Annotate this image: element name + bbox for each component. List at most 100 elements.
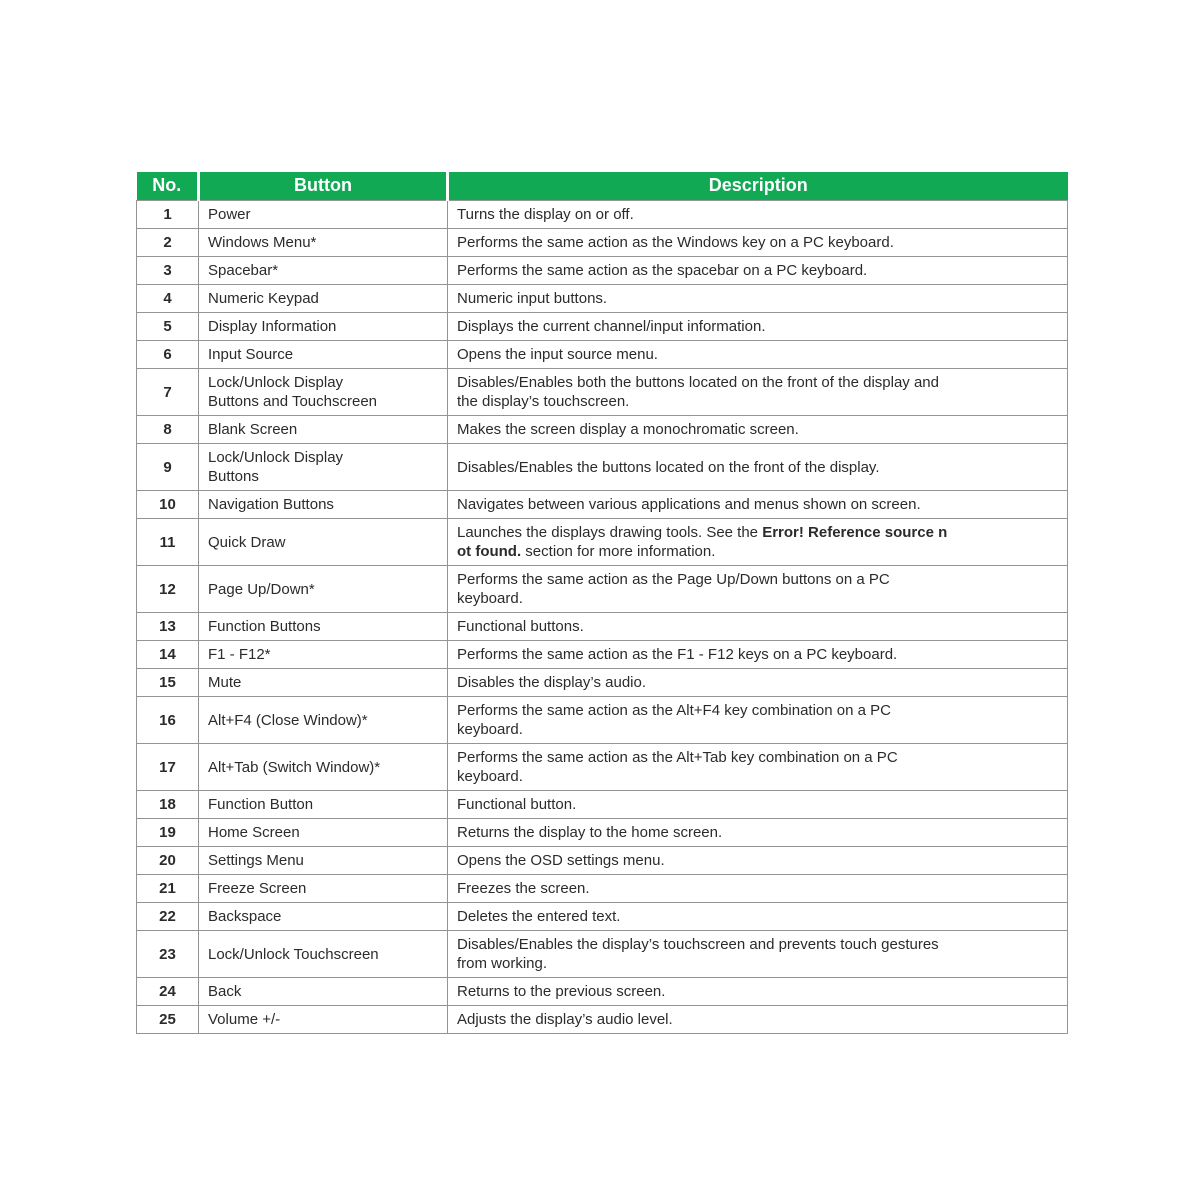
description-cell: Displays the current channel/input infor… — [447, 312, 1068, 341]
description-cell: Freezes the screen. — [447, 874, 1068, 903]
button-name-cell: Function Button — [198, 790, 448, 819]
row-number-cell: 24 — [136, 977, 199, 1006]
description-cell: Navigates between various applications a… — [447, 490, 1068, 519]
button-name-cell: Lock/Unlock Touchscreen — [198, 930, 448, 978]
table-row: 24 Back Returns to the previous screen. — [136, 977, 1068, 1006]
row-number-cell: 18 — [136, 790, 199, 819]
button-name-cell: Volume +/- — [198, 1005, 448, 1034]
table-row: 23 Lock/Unlock Touchscreen Disables/Enable… — [136, 930, 1068, 978]
button-name-cell: Spacebar* — [198, 256, 448, 285]
description-cell: Turns the display on or off. — [447, 200, 1068, 229]
row-number-cell: 25 — [136, 1005, 199, 1034]
button-name-cell: Settings Menu — [198, 846, 448, 875]
table-row: 5 Display Information Displays the current… — [136, 312, 1068, 341]
description-cell: Disables/Enables both the buttons locate… — [447, 368, 1068, 416]
row-number-cell: 19 — [136, 818, 199, 847]
button-name-cell: Lock/Unlock Display Buttons — [198, 443, 448, 491]
description-cell: Adjusts the display’s audio level. — [447, 1005, 1068, 1034]
button-name-cell: Function Buttons — [198, 612, 448, 641]
row-number-cell: 9 — [136, 443, 199, 491]
button-name-cell: Numeric Keypad — [198, 284, 448, 313]
button-name-cell: Power — [198, 200, 448, 229]
description-cell: Performs the same action as the F1 - F12… — [447, 640, 1068, 669]
row-number-cell: 23 — [136, 930, 199, 978]
row-number-cell: 20 — [136, 846, 199, 875]
table-row: 6 Input Source Opens the input source menu… — [136, 340, 1068, 369]
description-cell: Performs the same action as the Page Up/… — [447, 565, 1068, 613]
description-cell: Disables/Enables the display’s touchscre… — [447, 930, 1068, 978]
table-row: 2 Windows Menu* Performs the same action a… — [136, 228, 1068, 257]
table-body: 1 Power Turns the display on or off. 2 Windo… — [136, 200, 1068, 1034]
row-number-cell: 5 — [136, 312, 199, 341]
row-number-cell: 2 — [136, 228, 199, 257]
row-number-cell: 22 — [136, 902, 199, 931]
description-cell: Performs the same action as the Alt+F4 k… — [447, 696, 1068, 744]
description-cell: Opens the input source menu. — [447, 340, 1068, 369]
description-cell: Opens the OSD settings menu. — [447, 846, 1068, 875]
row-number-cell: 15 — [136, 668, 199, 697]
description-cell: Disables/Enables the buttons located on … — [447, 443, 1068, 491]
button-name-cell: Mute — [198, 668, 448, 697]
button-description-table: No. Button Description 1 Power Turns the d… — [136, 172, 1068, 1034]
table-row: 16 Alt+F4 (Close Window)* Performs the sam… — [136, 696, 1068, 744]
button-name-cell: Input Source — [198, 340, 448, 369]
button-name-cell: Alt+Tab (Switch Window)* — [198, 743, 448, 791]
row-number-cell: 7 — [136, 368, 199, 416]
table-row: 7 Lock/Unlock Display Buttons and Touchscr… — [136, 368, 1068, 416]
description-cell: Functional buttons. — [447, 612, 1068, 641]
button-name-cell: Display Information — [198, 312, 448, 341]
table-row: 11 Quick Draw Launches the displays drawin… — [136, 518, 1068, 566]
description-cell: Numeric input buttons. — [447, 284, 1068, 313]
table-row: 25 Volume +/- Adjusts the display’s audio … — [136, 1005, 1068, 1034]
table-row: 3 Spacebar* Performs the same action as th… — [136, 256, 1068, 285]
table-row: 12 Page Up/Down* Performs the same action … — [136, 565, 1068, 613]
button-name-cell: Home Screen — [198, 818, 448, 847]
table-row: 1 Power Turns the display on or off. — [136, 200, 1068, 229]
button-name-cell: Freeze Screen — [198, 874, 448, 903]
description-cell: Launches the displays drawing tools. See… — [447, 518, 1068, 566]
row-number-cell: 6 — [136, 340, 199, 369]
description-cell: Returns the display to the home screen. — [447, 818, 1068, 847]
row-number-cell: 17 — [136, 743, 199, 791]
button-name-cell: Alt+F4 (Close Window)* — [198, 696, 448, 744]
table-header: No. Button Description — [136, 172, 1068, 201]
description-cell: Deletes the entered text. — [447, 902, 1068, 931]
description-cell: Makes the screen display a monochromatic… — [447, 415, 1068, 444]
button-name-cell: Navigation Buttons — [198, 490, 448, 519]
row-number-cell: 14 — [136, 640, 199, 669]
description-cell: Performs the same action as the Windows … — [447, 228, 1068, 257]
button-name-cell: F1 - F12* — [198, 640, 448, 669]
row-number-cell: 8 — [136, 415, 199, 444]
table-row: 14 F1 - F12* Performs the same action as t… — [136, 640, 1068, 669]
description-cell: Performs the same action as the Alt+Tab … — [447, 743, 1068, 791]
table-row: 17 Alt+Tab (Switch Window)* Performs the s… — [136, 743, 1068, 791]
table-row: 9 Lock/Unlock Display Buttons Disables/Enab… — [136, 443, 1068, 491]
row-number-cell: 1 — [136, 200, 199, 229]
table-row: 21 Freeze Screen Freezes the screen. — [136, 874, 1068, 903]
row-number-cell: 11 — [136, 518, 199, 566]
row-number-cell: 12 — [136, 565, 199, 613]
button-name-cell: Back — [198, 977, 448, 1006]
header-button: Button — [197, 172, 448, 201]
table-row: 18 Function Button Functional button. — [136, 790, 1068, 819]
table-row: 10 Navigation Buttons Navigates between va… — [136, 490, 1068, 519]
button-name-cell: Backspace — [198, 902, 448, 931]
header-no: No. — [136, 172, 199, 201]
table-row: 15 Mute Disables the display’s audio. — [136, 668, 1068, 697]
table-row: 4 Numeric Keypad Numeric input buttons. — [136, 284, 1068, 313]
table-row: 19 Home Screen Returns the display to the … — [136, 818, 1068, 847]
row-number-cell: 21 — [136, 874, 199, 903]
row-number-cell: 3 — [136, 256, 199, 285]
row-number-cell: 13 — [136, 612, 199, 641]
button-name-cell: Lock/Unlock Display Buttons and Touchscre… — [198, 368, 448, 416]
header-description: Description — [446, 172, 1068, 201]
button-name-cell: Windows Menu* — [198, 228, 448, 257]
button-name-cell: Page Up/Down* — [198, 565, 448, 613]
row-number-cell: 4 — [136, 284, 199, 313]
table-row: 8 Blank Screen Makes the screen display a … — [136, 415, 1068, 444]
description-cell: Functional button. — [447, 790, 1068, 819]
row-number-cell: 16 — [136, 696, 199, 744]
description-cell: Disables the display’s audio. — [447, 668, 1068, 697]
button-name-cell: Quick Draw — [198, 518, 448, 566]
